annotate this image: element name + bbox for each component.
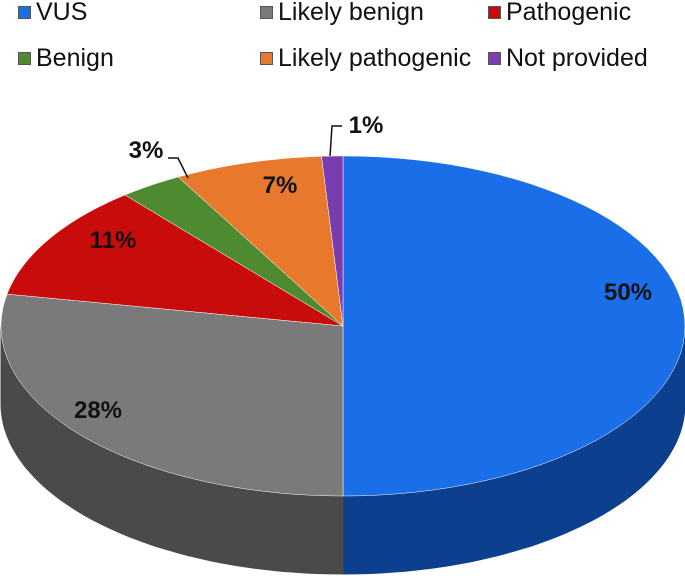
legend-swatch	[18, 52, 31, 65]
slice	[321, 155, 344, 327]
legend-label: Not provided	[506, 44, 648, 72]
legend-swatch	[260, 52, 273, 65]
data-label: 50%	[604, 279, 652, 306]
slice	[177, 156, 344, 327]
legend-swatch	[488, 52, 501, 65]
legend-label: Likely pathogenic	[278, 44, 472, 72]
data-label: 1%	[349, 112, 384, 139]
legend-item: Likely benign	[260, 0, 424, 27]
leader-line	[168, 157, 189, 179]
legend-label: Likely benign	[278, 0, 424, 26]
legend-item: Likely pathogenic	[260, 44, 471, 73]
slice	[0, 293, 344, 497]
slice	[6, 194, 344, 327]
data-label: 11%	[90, 227, 137, 254]
data-label: 3%	[129, 137, 164, 164]
legend-label: VUS	[36, 0, 88, 26]
data-label: 7%	[263, 172, 298, 199]
leader-line	[329, 125, 342, 157]
data-label: 28%	[74, 397, 122, 424]
legend-label: Benign	[36, 44, 114, 72]
legend-item: Pathogenic	[488, 0, 631, 27]
slice	[124, 176, 344, 327]
legend-label: Pathogenic	[506, 0, 632, 26]
legend-swatch	[260, 6, 273, 19]
legend-item: Benign	[18, 44, 114, 73]
legend-swatch	[18, 6, 31, 19]
legend-swatch	[488, 6, 501, 19]
slice	[342, 155, 685, 497]
legend-item: Not provided	[488, 44, 648, 73]
legend-item: VUS	[18, 0, 87, 27]
